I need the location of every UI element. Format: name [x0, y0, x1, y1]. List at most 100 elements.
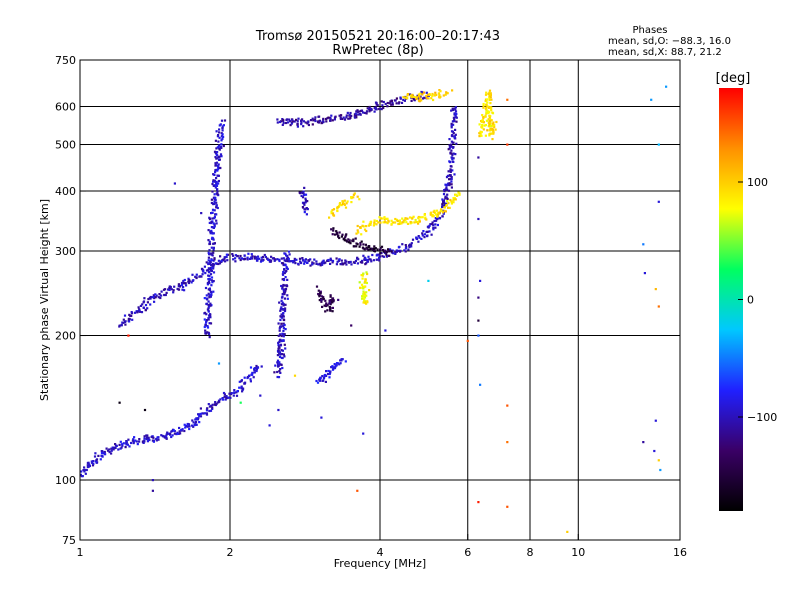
- data-point: [447, 170, 450, 173]
- colorbar-tick-label: 0: [747, 294, 754, 307]
- data-point: [402, 96, 405, 99]
- data-point: [331, 259, 335, 263]
- data-point: [292, 120, 295, 123]
- data-point: [453, 198, 456, 201]
- data-point: [410, 96, 413, 99]
- data-point: [342, 116, 345, 119]
- data-point: [379, 247, 382, 250]
- data-point: [339, 116, 342, 119]
- data-point: [200, 275, 203, 278]
- data-point: [481, 123, 484, 127]
- data-point: [216, 168, 220, 171]
- data-point: [218, 144, 221, 147]
- data-point: [386, 105, 389, 108]
- data-point: [273, 259, 276, 262]
- data-point: [279, 343, 282, 346]
- data-point: [345, 116, 348, 119]
- data-point: [228, 392, 231, 395]
- data-point: [448, 160, 451, 163]
- data-point: [208, 277, 211, 280]
- data-point: [478, 123, 481, 126]
- data-point: [482, 106, 485, 109]
- data-point: [182, 279, 185, 283]
- data-point: [361, 277, 364, 280]
- data-point: [192, 425, 195, 428]
- data-point: [346, 240, 349, 243]
- data-point: [318, 115, 321, 118]
- data-point: [382, 248, 385, 252]
- data-point: [339, 359, 342, 362]
- data-point: [113, 447, 116, 450]
- data-point: [654, 419, 657, 422]
- data-point: [223, 256, 226, 259]
- data-point: [482, 102, 485, 106]
- x-axis-ticks: 1 2 4 6 8 10 16: [77, 534, 687, 559]
- data-point: [325, 370, 328, 373]
- data-point: [127, 318, 131, 321]
- data-point: [278, 355, 282, 358]
- data-point: [261, 259, 264, 262]
- data-point: [364, 243, 367, 246]
- data-point: [321, 263, 324, 266]
- data-point: [222, 398, 225, 401]
- data-point: [285, 265, 288, 269]
- data-point: [309, 119, 313, 122]
- data-point: [319, 290, 322, 293]
- data-point: [188, 280, 191, 283]
- data-point: [213, 225, 216, 228]
- data-point: [312, 119, 315, 122]
- data-point: [434, 226, 437, 229]
- data-point: [364, 280, 367, 284]
- data-point: [238, 257, 241, 260]
- data-point: [450, 202, 453, 205]
- data-point: [225, 255, 228, 259]
- data-point: [218, 131, 221, 134]
- x-tick-label: 1: [77, 546, 84, 559]
- data-point: [249, 378, 252, 381]
- data-point: [435, 219, 438, 222]
- data-point: [209, 261, 212, 264]
- data-point: [260, 256, 263, 259]
- data-point: [431, 215, 434, 218]
- data-point: [358, 245, 361, 248]
- data-point: [365, 281, 368, 285]
- chart-subtitle: RwPretec (8p): [332, 43, 423, 58]
- data-point: [218, 400, 221, 403]
- data-point: [400, 101, 404, 104]
- data-point: [370, 260, 373, 263]
- data-point: [491, 138, 494, 141]
- data-point: [277, 344, 280, 347]
- data-point: [209, 302, 212, 305]
- data-point: [277, 322, 280, 325]
- data-point: [80, 473, 82, 476]
- data-point: [202, 412, 205, 415]
- data-point: [377, 253, 381, 256]
- data-point: [333, 367, 337, 370]
- data-point: [278, 258, 281, 261]
- data-point: [484, 115, 487, 118]
- data-point: [409, 243, 413, 246]
- data-point: [394, 99, 397, 102]
- data-point: [481, 119, 484, 122]
- data-point: [455, 193, 458, 196]
- data-point: [108, 448, 111, 451]
- data-point: [194, 275, 197, 278]
- data-point: [378, 107, 381, 111]
- data-point: [198, 421, 201, 424]
- data-point: [383, 218, 386, 221]
- data-point: [281, 293, 284, 296]
- data-point: [280, 299, 283, 302]
- data-point: [489, 127, 492, 130]
- data-point: [432, 228, 435, 231]
- data-point: [477, 334, 480, 337]
- data-point: [97, 454, 100, 457]
- data-point: [442, 212, 445, 215]
- data-point: [451, 158, 454, 161]
- data-point: [286, 260, 290, 263]
- data-point: [365, 229, 368, 233]
- data-point: [360, 233, 363, 236]
- data-point: [394, 250, 397, 253]
- data-point: [205, 321, 208, 324]
- data-point: [284, 307, 287, 310]
- data-point: [398, 245, 401, 248]
